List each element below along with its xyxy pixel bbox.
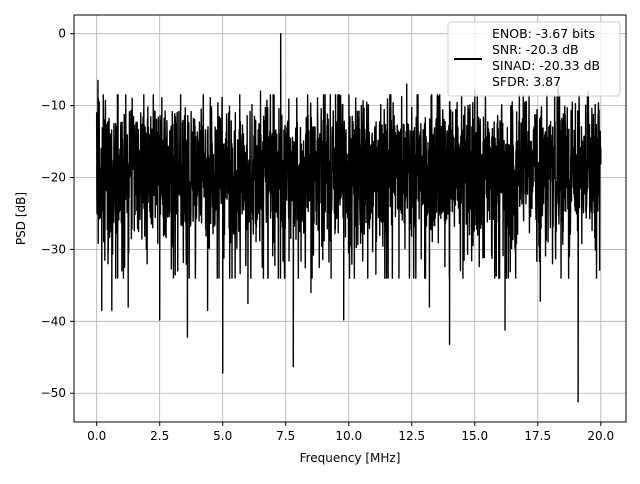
x-axis-ticks: 0.0 2.5 5.0 7.5 10.0 12.5 15.0 17.5 20.0: [87, 422, 614, 443]
x-tick-label: 15.0: [461, 429, 488, 443]
legend-enob: ENOB: -3.67 bits: [492, 26, 595, 41]
plot-frame: [73, 14, 627, 423]
x-tick-label: 17.5: [524, 429, 551, 443]
x-tick-label: 2.5: [150, 429, 169, 443]
legend-sinad: SINAD: -20.33 dB: [492, 58, 600, 73]
psd-trace: [95, 33, 602, 403]
x-tick-label: 20.0: [587, 429, 614, 443]
x-tick-label: 7.5: [276, 429, 295, 443]
psd-series-line: [95, 33, 602, 403]
y-tick-label: 0: [58, 27, 66, 41]
x-tick-label: 12.5: [398, 429, 425, 443]
legend-snr: SNR: -20.3 dB: [492, 42, 579, 57]
y-tick-label: −50: [41, 386, 66, 400]
y-axis-label: PSD [dB]: [14, 192, 28, 245]
x-tick-label: 0.0: [87, 429, 106, 443]
x-tick-label: 5.0: [213, 429, 232, 443]
y-tick-label: −20: [41, 171, 66, 185]
y-tick-label: −40: [41, 314, 66, 328]
legend-sfdr: SFDR: 3.87: [492, 74, 561, 89]
legend: ENOB: -3.67 bits SNR: -20.3 dB SINAD: -2…: [447, 21, 621, 97]
y-tick-label: −30: [41, 242, 66, 256]
x-tick-label: 10.0: [335, 429, 362, 443]
legend-box: [447, 21, 621, 97]
y-axis-ticks: 0 −10 −20 −30 −40 −50: [41, 27, 74, 400]
x-axis-label: Frequency [MHz]: [300, 451, 401, 465]
y-tick-label: −10: [41, 99, 66, 113]
